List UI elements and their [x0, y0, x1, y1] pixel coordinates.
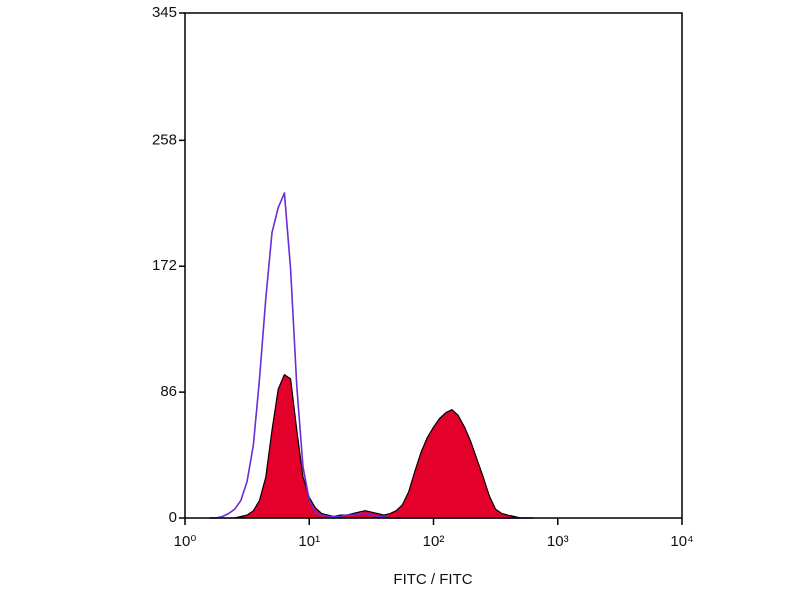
- histogram-area: [209, 374, 534, 519]
- x-tick-label: 10³: [547, 533, 569, 550]
- y-tick-label: 258: [152, 131, 177, 148]
- x-tick-label: 10⁰: [174, 533, 197, 550]
- x-tick-label: 10²: [423, 533, 445, 550]
- plot-frame: [184, 12, 683, 519]
- y-tick-label: 0: [169, 509, 177, 526]
- x-tick-label: 10⁴: [670, 533, 693, 550]
- x-axis-label: FITC / FITC: [393, 571, 472, 588]
- y-tick-label: 172: [152, 257, 177, 274]
- x-tick-label: 10¹: [298, 533, 320, 550]
- y-tick-label: 86: [160, 383, 177, 400]
- y-tick-label: 345: [152, 4, 177, 21]
